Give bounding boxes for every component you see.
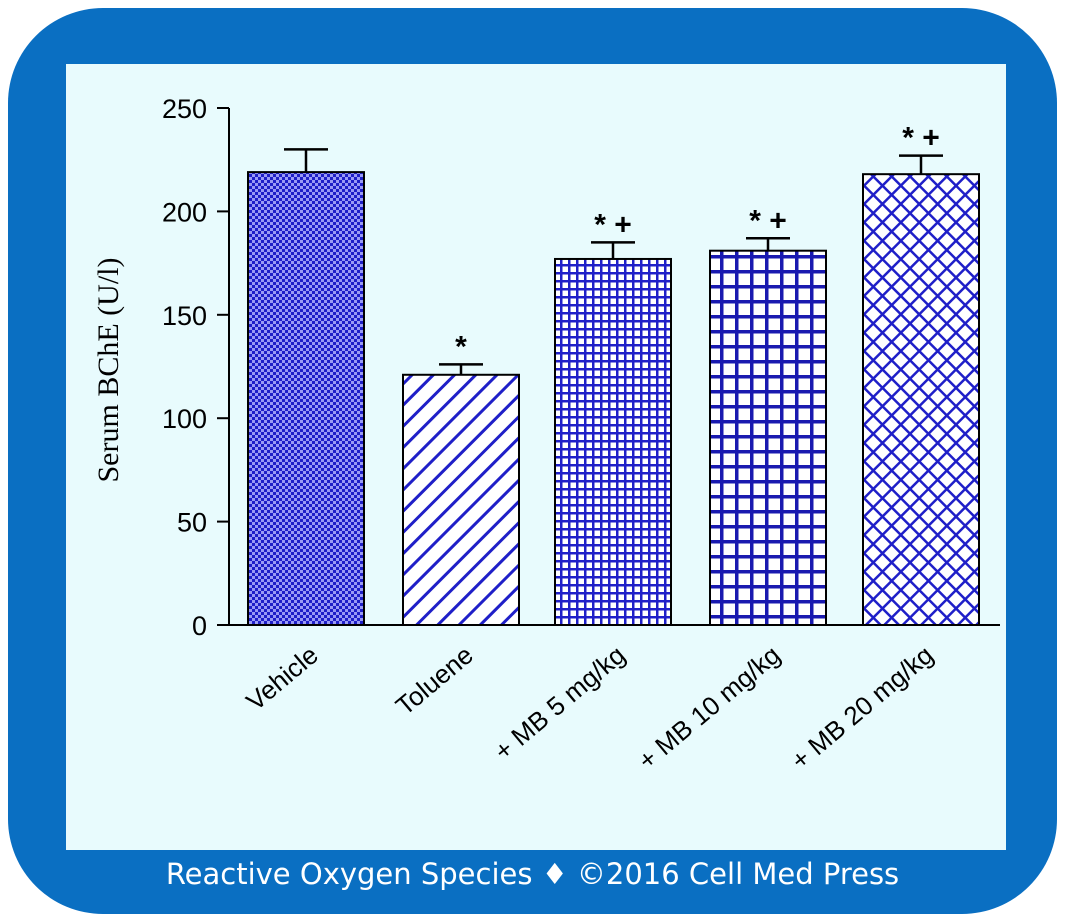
y-axis-label: Serum BChE (U/l)	[92, 258, 125, 483]
x-tick-label: + MB 5 mg/kg	[488, 640, 631, 767]
bar	[709, 249, 827, 627]
chart-panel	[66, 64, 1006, 850]
significance-label: * +	[902, 122, 940, 155]
bar	[862, 173, 980, 626]
bar	[247, 171, 365, 626]
chart-axes: 0 50 100 150 200 250	[162, 94, 1000, 641]
y-tick-label: 250	[162, 94, 207, 124]
bar	[554, 257, 672, 626]
significance-label: *	[455, 330, 467, 363]
y-tick-label: 100	[162, 404, 207, 434]
chart-bars: Vehicle * Toluene * + + MB 5 mg/kg * + + MB 10…	[240, 122, 980, 776]
bar-chart: 0 50 100 150 200 250 Vehicle * Toluene * + + MB 5…	[92, 94, 1000, 776]
significance-label: * +	[749, 204, 787, 237]
footer-credit: Reactive Oxygen Species ♦ ©2016 Cell Med…	[165, 857, 900, 891]
x-tick-label: + MB 10 mg/kg	[632, 640, 786, 776]
x-tick-label: + MB 20 mg/kg	[785, 640, 939, 776]
significance-label: * +	[594, 208, 632, 241]
bar	[402, 373, 520, 626]
y-tick-label: 0	[192, 611, 207, 641]
y-tick-label: 50	[177, 508, 207, 538]
x-tick-label: Vehicle	[240, 640, 324, 717]
x-tick-label: Toluene	[390, 640, 479, 722]
y-tick-label: 150	[162, 301, 207, 331]
y-tick-label: 200	[162, 197, 207, 227]
